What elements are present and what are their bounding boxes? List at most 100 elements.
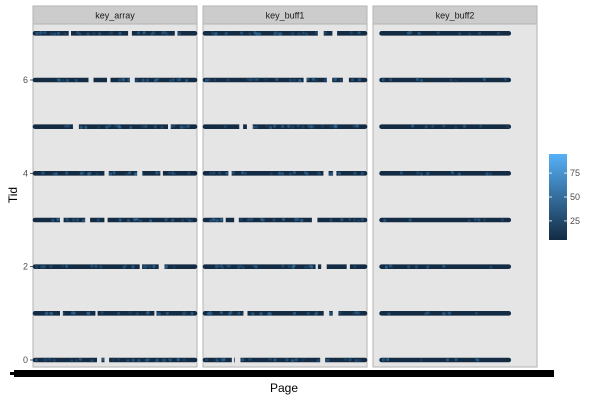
data-point: [214, 32, 218, 36]
point-gap: [326, 77, 333, 83]
data-point: [357, 78, 362, 82]
data-point: [136, 31, 141, 35]
data-point: [190, 311, 194, 316]
point-gap: [97, 357, 102, 363]
data-point: [275, 77, 279, 82]
data-point: [355, 124, 359, 128]
data-point: [268, 357, 272, 361]
data-point: [81, 219, 86, 223]
data-point: [354, 359, 358, 363]
data-point: [128, 311, 132, 315]
data-point: [357, 31, 361, 35]
point-gap: [303, 77, 307, 83]
data-point: [334, 125, 338, 129]
data-point: [96, 125, 101, 129]
data-point: [462, 124, 467, 128]
data-point: [357, 311, 361, 315]
data-point: [56, 217, 60, 222]
data-point: [52, 172, 56, 176]
legend-tick-label: 75: [570, 168, 580, 178]
data-point: [146, 358, 150, 362]
data-point: [409, 30, 413, 35]
data-point: [189, 219, 193, 223]
point-gap: [104, 217, 108, 223]
data-point: [329, 218, 333, 222]
data-point: [281, 125, 285, 129]
data-point: [269, 172, 273, 176]
data-point: [74, 359, 79, 363]
data-point: [52, 358, 56, 362]
y-axis-title: Tid: [6, 187, 20, 203]
data-point: [204, 78, 208, 82]
data-point: [248, 32, 252, 36]
data-point: [123, 264, 127, 268]
data-point: [164, 264, 168, 269]
data-point: [419, 172, 423, 176]
data-point: [467, 32, 472, 36]
data-point: [165, 311, 169, 315]
facet-strip: [372, 5, 538, 25]
data-point: [306, 265, 310, 269]
tid-row-4: [202, 170, 368, 177]
data-point: [125, 172, 129, 176]
data-point: [314, 79, 318, 83]
data-point: [411, 124, 415, 128]
data-point: [181, 218, 185, 222]
data-point: [296, 217, 300, 222]
data-point: [167, 171, 172, 175]
data-point: [34, 358, 39, 362]
data-point: [478, 31, 482, 35]
point-gap: [158, 263, 163, 270]
data-point: [222, 357, 226, 362]
tid-row-4: [379, 171, 512, 176]
data-point: [241, 265, 245, 269]
point-gap: [311, 217, 318, 223]
data-point: [163, 358, 167, 362]
data-point: [482, 77, 486, 81]
point-gap: [332, 310, 339, 317]
data-point: [496, 31, 500, 35]
data-point: [66, 218, 70, 222]
data-point: [381, 358, 385, 362]
data-point: [177, 31, 181, 35]
x-tick-label-overflow: [10, 372, 16, 375]
data-point: [248, 357, 252, 361]
data-point: [107, 124, 111, 128]
x-tick-labels-overplotted: [14, 370, 554, 377]
data-point: [116, 357, 120, 361]
data-point: [171, 78, 175, 82]
data-point: [288, 172, 292, 176]
data-point: [237, 311, 241, 315]
data-point: [90, 359, 94, 363]
data-point: [216, 264, 220, 268]
data-point: [144, 125, 148, 129]
data-point: [99, 265, 103, 269]
color-legend: 25 50 75: [549, 154, 580, 240]
data-point: [213, 78, 217, 82]
data-point: [348, 217, 352, 222]
facet-strip: [32, 5, 198, 25]
data-point: [442, 124, 446, 128]
data-point: [136, 77, 140, 82]
facet-strip: [202, 5, 368, 25]
data-point: [145, 264, 150, 268]
point-gap: [95, 310, 98, 317]
point-gap: [228, 170, 232, 177]
tid-row-5: [32, 123, 198, 130]
data-point: [314, 31, 318, 35]
data-point: [357, 219, 361, 223]
data-point: [383, 218, 387, 223]
data-point: [211, 217, 215, 222]
data-point: [323, 79, 327, 83]
data-point: [94, 264, 98, 269]
data-point: [278, 171, 282, 175]
data-point: [152, 31, 156, 35]
data-point: [84, 125, 88, 129]
data-point: [328, 172, 332, 176]
data-point: [72, 311, 76, 315]
data-point: [489, 265, 493, 270]
data-point: [86, 311, 90, 316]
data-point: [292, 171, 296, 175]
data-point: [415, 77, 420, 81]
data-point: [152, 264, 156, 269]
